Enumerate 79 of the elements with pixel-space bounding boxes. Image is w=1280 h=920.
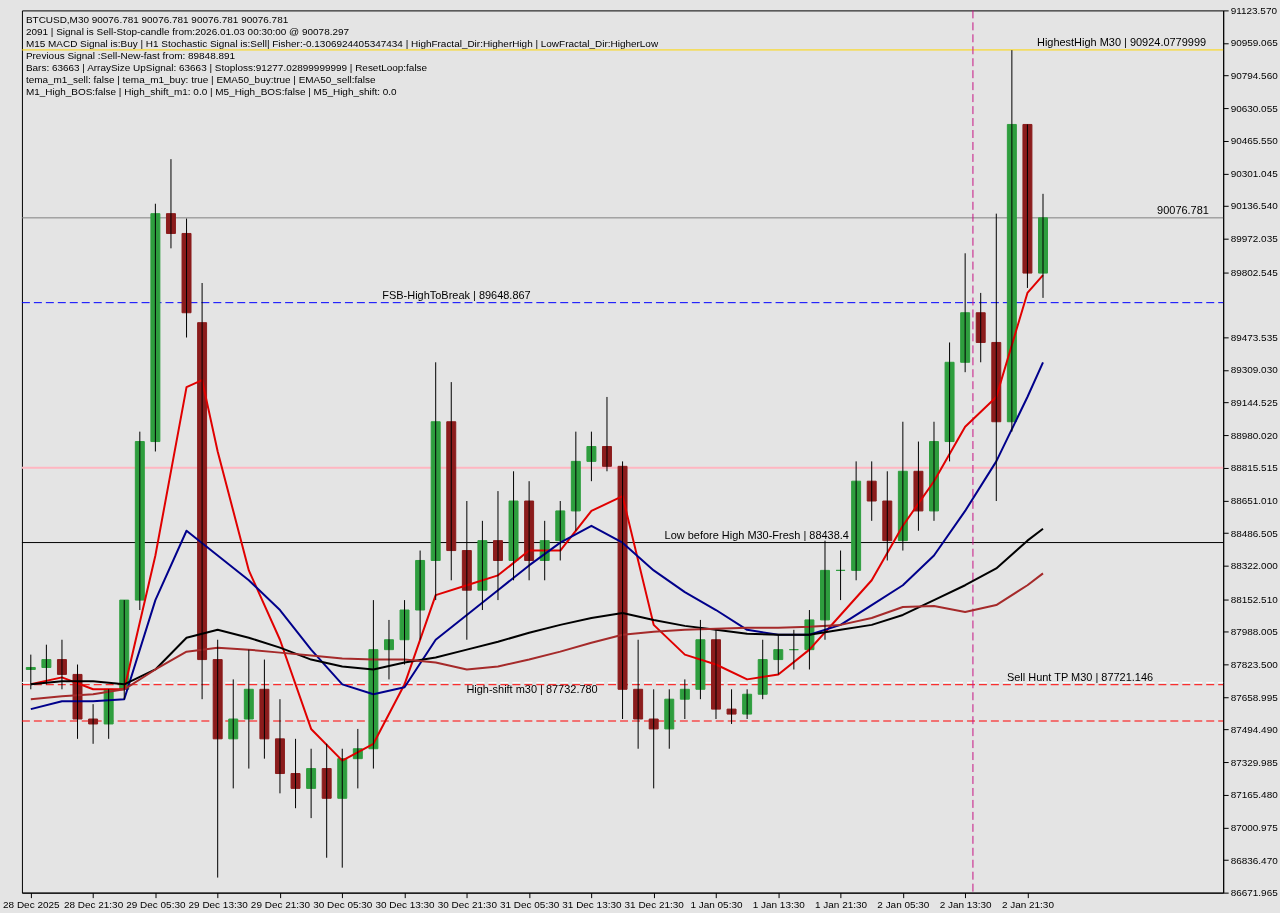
candlestick <box>975 292 986 363</box>
y-tick-label: 90630.055 <box>1230 102 1279 114</box>
x-tick-label: 1 Jan 13:30 <box>752 899 806 911</box>
y-tick-label: 87000.975 <box>1230 821 1279 833</box>
candlestick <box>1022 123 1033 289</box>
candlestick <box>679 678 690 720</box>
annotation: M1_High_BOS:false | High_shift_m1: 0.0 | M5_High_BOS:false | M5_High_shift: 0.0 <box>25 86 398 98</box>
ref-line-label: Low before High M30-Fresh | 88438.4 <box>664 528 849 541</box>
y-tick-label: 88815.515 <box>1230 462 1279 474</box>
x-tick-label: 30 Dec 13:30 <box>375 899 436 911</box>
y-tick-label: 90794.560 <box>1230 70 1279 82</box>
ref-line-label: FSB-HighToBreak | 89648.867 <box>382 288 531 301</box>
annotation: Bars: 63663 | ArraySize UpSignal: 63663 | Stoploss:91277.02899999999 | ResetLoop:false <box>25 62 428 74</box>
x-tick-label: 29 Dec 21:30 <box>250 899 311 911</box>
candlestick <box>664 688 675 750</box>
y-tick-label: 87329.985 <box>1230 756 1279 768</box>
annotation: M15 MACD Signal is:Buy | H1 Stochastic Signal is:Sell| Fisher:-0.1306924405347434 | HighFractal_Dir:HigherHigh | LowFractal_Dir:HigherLow <box>25 38 659 50</box>
x-tick-label: 30 Dec 21:30 <box>437 899 498 911</box>
annotation: tema_m1_sell: false | tema_m1_buy: true | EMA50_buy:true | EMA50_sell:false <box>25 74 377 86</box>
y-tick-label: 86671.965 <box>1230 887 1279 899</box>
x-tick-label: 28 Dec 21:30 <box>63 899 124 911</box>
y-tick-label: 87988.005 <box>1230 626 1279 638</box>
chart-title: BTCUSD,M30 90076.781 90076.781 90076.781 90076.781 <box>25 14 289 26</box>
x-tick-label: 31 Dec 05:30 <box>500 899 560 911</box>
candlestick <box>259 659 270 760</box>
y-tick-label: 87165.480 <box>1230 789 1279 801</box>
candlestick <box>586 431 597 482</box>
candlestick <box>228 678 239 789</box>
candlestick <box>290 738 301 809</box>
ref-line-label: Sell Hunt TP M30 | 87721.146 <box>1006 670 1154 683</box>
candlestick <box>243 649 254 770</box>
ref-line-label: HighestHigh M30 | 90924.0779999 <box>1036 35 1207 48</box>
x-tick-label: 30 Dec 05:30 <box>313 899 373 911</box>
y-tick-label: 91123.570 <box>1230 4 1278 16</box>
x-tick-label: 29 Dec 05:30 <box>126 899 186 911</box>
x-tick-label: 31 Dec 21:30 <box>624 899 685 911</box>
x-tick-label: 2 Jan 05:30 <box>877 899 930 911</box>
y-tick-label: 90465.550 <box>1230 135 1279 147</box>
candlestick <box>399 599 410 666</box>
candlestick <box>866 460 877 522</box>
y-tick-label: 90301.045 <box>1230 167 1279 179</box>
y-tick-label: 89309.030 <box>1230 364 1279 376</box>
y-tick-label: 87823.500 <box>1230 658 1279 670</box>
y-tick-label: 87494.490 <box>1230 724 1279 736</box>
x-tick-label: 1 Jan 21:30 <box>815 899 868 911</box>
y-tick-label: 88980.020 <box>1230 429 1279 441</box>
candlestick <box>648 688 659 789</box>
y-tick-label: 90136.540 <box>1230 200 1279 212</box>
candlestick <box>321 743 332 859</box>
x-tick-label: 2 Jan 13:30 <box>939 899 993 911</box>
ref-line-label: 90076.781 <box>1157 203 1209 216</box>
candlestick <box>773 634 784 675</box>
y-tick-label: 89473.535 <box>1230 331 1279 343</box>
candlestick <box>181 218 192 339</box>
candlestick <box>88 703 99 745</box>
y-tick-label: 89972.035 <box>1230 233 1279 245</box>
candlestick <box>726 688 737 725</box>
y-tick-label: 86836.470 <box>1230 854 1279 866</box>
annotation: 2091 | Signal is Sell-Stop-candle from:2026.01.03 00:30:00 @ 90078.297 <box>25 26 350 38</box>
y-tick-label: 89144.525 <box>1230 397 1279 409</box>
candlestick <box>913 441 924 532</box>
candlestick <box>150 203 161 452</box>
x-tick-label: 31 Dec 13:30 <box>562 899 622 911</box>
candlestick <box>944 341 955 462</box>
y-tick-label: 87658.995 <box>1230 691 1279 703</box>
x-tick-label: 28 Dec 2025 <box>3 899 60 911</box>
y-tick-label: 88486.505 <box>1230 527 1279 539</box>
ref-line-label: High-shift m30 | 87732.780 <box>466 683 598 696</box>
x-tick-label: 1 Jan 05:30 <box>690 899 743 911</box>
y-tick-label: 88322.000 <box>1230 560 1279 572</box>
candlestick <box>212 639 223 879</box>
y-tick-label: 88651.010 <box>1230 494 1279 506</box>
y-tick-label: 88152.510 <box>1230 593 1279 605</box>
y-tick-label: 89802.545 <box>1230 266 1279 278</box>
candlestick <box>570 431 581 532</box>
x-tick-label: 2 Jan 21:30 <box>1001 899 1055 911</box>
annotation: Previous Signal :Sell-New-fast from: 89848.891 <box>25 50 236 62</box>
x-tick-label: 29 Dec 13:30 <box>188 899 249 911</box>
y-tick-label: 90959.065 <box>1230 37 1279 49</box>
